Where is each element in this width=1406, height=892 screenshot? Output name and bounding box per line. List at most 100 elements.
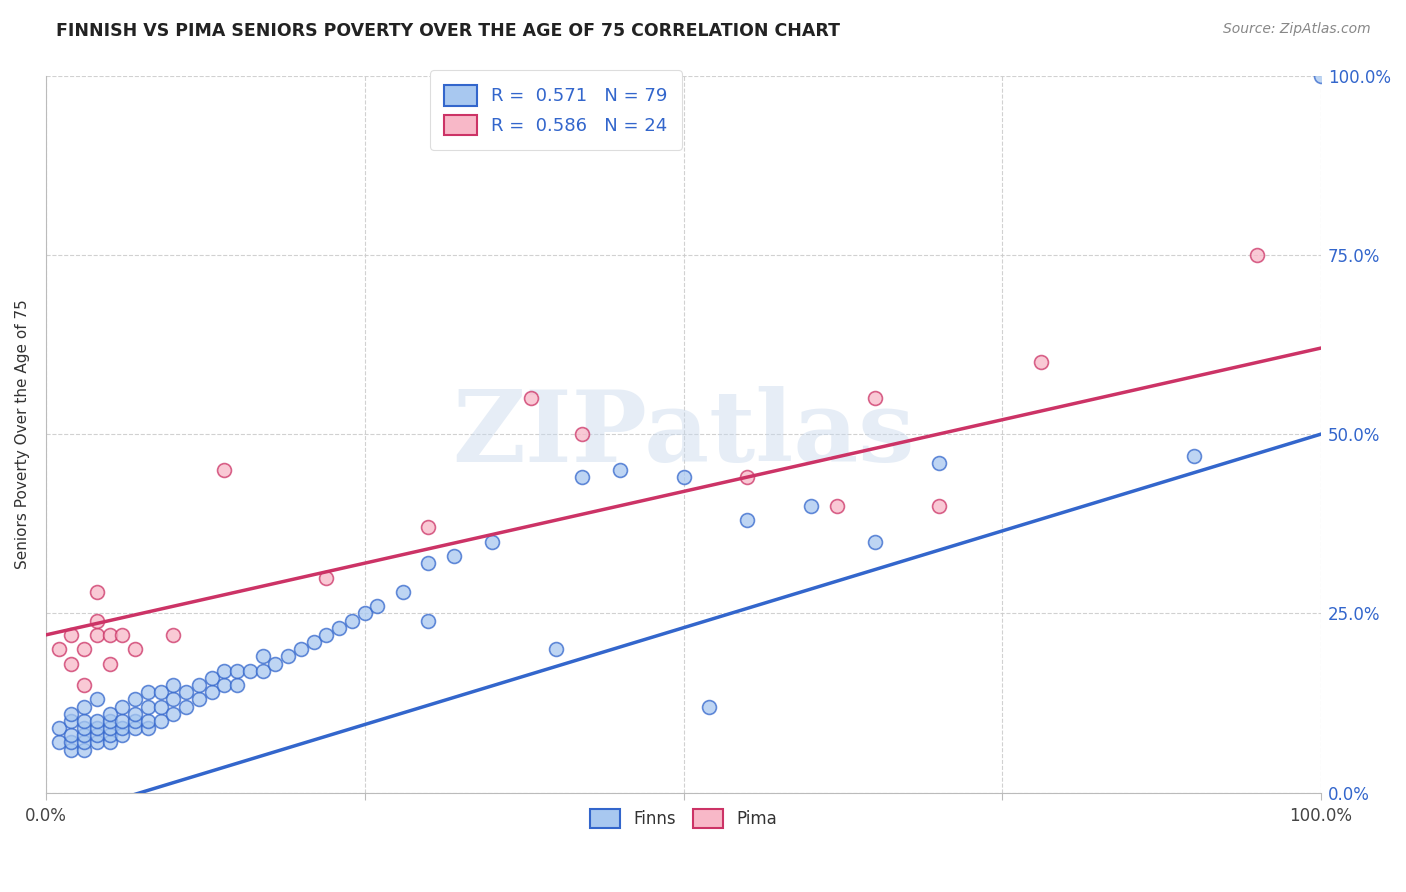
Point	[98, 728, 121, 742]
Point	[863, 534, 886, 549]
Point	[124, 692, 146, 706]
Point	[214, 678, 236, 692]
Point	[162, 706, 184, 721]
Point	[162, 628, 184, 642]
Point	[188, 692, 211, 706]
Point	[124, 721, 146, 735]
Point	[697, 699, 720, 714]
Point	[60, 657, 83, 671]
Point	[86, 714, 108, 728]
Point	[73, 714, 96, 728]
Point	[162, 678, 184, 692]
Y-axis label: Seniors Poverty Over the Age of 75: Seniors Poverty Over the Age of 75	[15, 299, 30, 569]
Point	[340, 614, 363, 628]
Point	[302, 635, 325, 649]
Point	[571, 470, 593, 484]
Point	[188, 678, 211, 692]
Point	[239, 664, 262, 678]
Text: Source: ZipAtlas.com: Source: ZipAtlas.com	[1223, 22, 1371, 37]
Legend: Finns, Pima: Finns, Pima	[583, 802, 783, 835]
Point	[519, 391, 541, 405]
Point	[1310, 69, 1333, 83]
Point	[98, 628, 121, 642]
Point	[366, 599, 388, 614]
Point	[111, 721, 134, 735]
Point	[98, 714, 121, 728]
Point	[290, 642, 312, 657]
Text: FINNISH VS PIMA SENIORS POVERTY OVER THE AGE OF 75 CORRELATION CHART: FINNISH VS PIMA SENIORS POVERTY OVER THE…	[56, 22, 841, 40]
Point	[60, 706, 83, 721]
Point	[48, 721, 70, 735]
Point	[86, 692, 108, 706]
Point	[392, 585, 415, 599]
Point	[825, 499, 848, 513]
Point	[252, 664, 274, 678]
Point	[124, 714, 146, 728]
Point	[60, 742, 83, 756]
Point	[544, 642, 567, 657]
Point	[609, 463, 631, 477]
Point	[1029, 355, 1052, 369]
Point	[214, 664, 236, 678]
Point	[86, 585, 108, 599]
Point	[226, 678, 249, 692]
Point	[60, 714, 83, 728]
Point	[1182, 449, 1205, 463]
Point	[136, 699, 159, 714]
Point	[443, 549, 465, 563]
Point	[735, 513, 758, 527]
Point	[73, 699, 96, 714]
Point	[264, 657, 287, 671]
Point	[201, 685, 224, 699]
Point	[174, 699, 197, 714]
Point	[174, 685, 197, 699]
Point	[136, 714, 159, 728]
Point	[48, 735, 70, 749]
Point	[60, 735, 83, 749]
Point	[111, 628, 134, 642]
Point	[1246, 248, 1268, 262]
Point	[418, 614, 440, 628]
Point	[277, 649, 299, 664]
Point	[111, 699, 134, 714]
Point	[73, 728, 96, 742]
Point	[86, 728, 108, 742]
Point	[928, 456, 950, 470]
Point	[48, 642, 70, 657]
Point	[73, 721, 96, 735]
Point	[149, 685, 172, 699]
Point	[60, 728, 83, 742]
Point	[98, 706, 121, 721]
Point	[60, 628, 83, 642]
Point	[136, 685, 159, 699]
Point	[98, 657, 121, 671]
Point	[73, 742, 96, 756]
Point	[672, 470, 695, 484]
Point	[735, 470, 758, 484]
Point	[315, 570, 337, 584]
Point	[73, 735, 96, 749]
Point	[111, 728, 134, 742]
Point	[98, 721, 121, 735]
Point	[149, 699, 172, 714]
Point	[315, 628, 337, 642]
Point	[418, 520, 440, 534]
Point	[98, 735, 121, 749]
Point	[111, 714, 134, 728]
Point	[162, 692, 184, 706]
Point	[124, 642, 146, 657]
Point	[73, 678, 96, 692]
Point	[226, 664, 249, 678]
Point	[800, 499, 823, 513]
Point	[418, 556, 440, 570]
Point	[86, 628, 108, 642]
Point	[353, 607, 375, 621]
Point	[571, 427, 593, 442]
Point	[86, 735, 108, 749]
Point	[214, 463, 236, 477]
Point	[86, 721, 108, 735]
Point	[481, 534, 503, 549]
Point	[252, 649, 274, 664]
Point	[86, 614, 108, 628]
Point	[136, 721, 159, 735]
